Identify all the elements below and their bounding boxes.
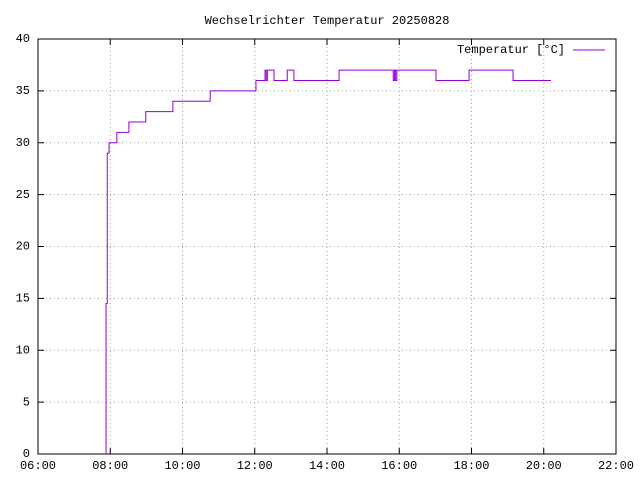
y-tick-label: 40 <box>16 32 30 46</box>
y-tick-label: 15 <box>16 292 30 306</box>
y-tick-label: 0 <box>23 447 30 461</box>
x-tick-label: 12:00 <box>237 459 273 473</box>
y-tick-label: 5 <box>23 395 30 409</box>
x-tick-label: 14:00 <box>309 459 345 473</box>
x-tick-label: 20:00 <box>526 459 562 473</box>
x-tick-label: 08:00 <box>92 459 128 473</box>
x-tick-label: 22:00 <box>598 459 634 473</box>
data-line <box>105 69 551 454</box>
x-tick-label: 10:00 <box>164 459 200 473</box>
y-tick-label: 25 <box>16 188 30 202</box>
y-tick-label: 35 <box>16 84 30 98</box>
chart-title: Wechselrichter Temperatur 20250828 <box>205 14 450 28</box>
legend-label: Temperatur [°C] <box>457 43 565 57</box>
y-tick-label: 30 <box>16 136 30 150</box>
x-tick-label: 06:00 <box>20 459 56 473</box>
x-tick-label: 16:00 <box>381 459 417 473</box>
y-tick-label: 10 <box>16 343 30 357</box>
x-tick-label: 18:00 <box>453 459 489 473</box>
y-tick-label: 20 <box>16 240 30 254</box>
